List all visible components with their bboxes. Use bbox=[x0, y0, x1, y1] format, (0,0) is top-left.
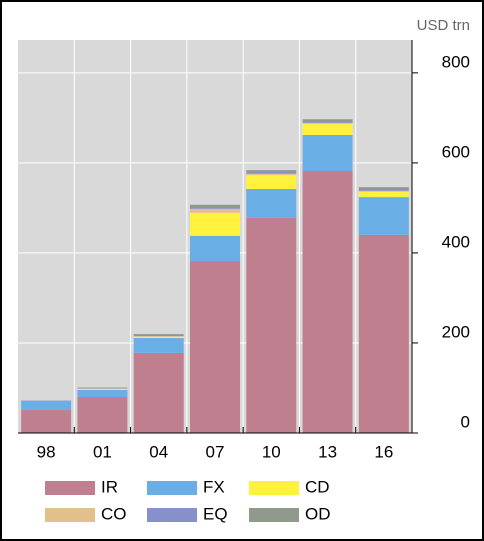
y-tick-label: 600 bbox=[442, 142, 470, 161]
x-tick-label: 13 bbox=[318, 442, 337, 461]
x-tick-label: 04 bbox=[149, 442, 168, 461]
x-tick-label: 98 bbox=[37, 442, 56, 461]
bar-segment bbox=[358, 197, 409, 235]
bar-segment bbox=[302, 122, 353, 124]
bar-segment bbox=[302, 171, 353, 433]
bar-segment bbox=[77, 388, 128, 390]
y-tick-label: 0 bbox=[461, 412, 470, 431]
bar-segment bbox=[133, 336, 184, 339]
x-tick-label: 10 bbox=[262, 442, 281, 461]
bar-segment bbox=[302, 123, 353, 135]
legend-label: CD bbox=[305, 477, 330, 496]
legend-swatch bbox=[45, 481, 95, 495]
bar-segment bbox=[302, 119, 353, 122]
bar-segment bbox=[358, 234, 409, 433]
bar-segment bbox=[133, 338, 184, 353]
legend-label: EQ bbox=[203, 504, 228, 523]
bar-segment bbox=[246, 171, 297, 174]
y-tick-label: 200 bbox=[442, 322, 470, 341]
bar-segment bbox=[246, 175, 297, 190]
bar-segment bbox=[246, 170, 297, 172]
bar-segment bbox=[190, 207, 240, 209]
legend-swatch bbox=[249, 508, 299, 522]
bar-segment bbox=[358, 191, 409, 198]
bar-segment bbox=[77, 396, 128, 433]
bar-segment bbox=[133, 333, 184, 335]
bar-segment bbox=[302, 134, 353, 171]
bar-segment bbox=[77, 389, 128, 397]
bar-segment bbox=[358, 187, 409, 190]
x-tick-label: 16 bbox=[374, 442, 393, 461]
legend-swatch bbox=[45, 508, 95, 522]
x-tick-label: 07 bbox=[206, 442, 225, 461]
bar-segment bbox=[246, 189, 297, 218]
y-tick-label: 800 bbox=[442, 52, 470, 71]
bar-segment bbox=[358, 189, 409, 191]
bar-segment bbox=[133, 352, 184, 433]
bar-segment bbox=[190, 261, 240, 433]
legend-swatch bbox=[147, 508, 197, 522]
bar-segment bbox=[190, 204, 240, 208]
bar-segment bbox=[21, 410, 72, 433]
bar-segment bbox=[190, 212, 240, 236]
legend-label: IR bbox=[101, 477, 118, 496]
legend-label: FX bbox=[203, 477, 225, 496]
unit-label: USD trn bbox=[417, 17, 470, 34]
bar-segment bbox=[21, 401, 72, 411]
bar-segment bbox=[190, 208, 240, 213]
bar-segment bbox=[302, 121, 353, 123]
bar-segment bbox=[190, 235, 240, 262]
bar-segment bbox=[246, 217, 297, 433]
bar-segment bbox=[246, 173, 297, 176]
x-tick-label: 01 bbox=[93, 442, 112, 461]
y-tick-label: 400 bbox=[442, 232, 470, 251]
bar-segment bbox=[358, 190, 409, 192]
legend-swatch bbox=[147, 481, 197, 495]
legend-swatch bbox=[249, 481, 299, 495]
legend-label: OD bbox=[305, 504, 331, 523]
legend-label: CO bbox=[101, 504, 127, 523]
bar-segment bbox=[133, 334, 184, 337]
